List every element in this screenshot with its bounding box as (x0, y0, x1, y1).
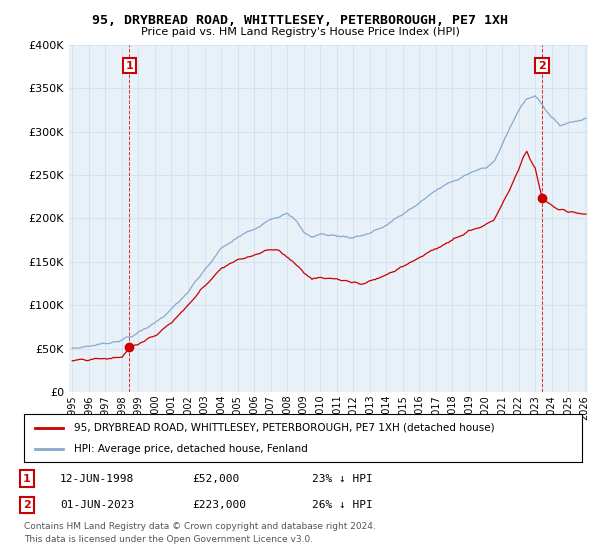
Text: £223,000: £223,000 (192, 500, 246, 510)
Text: 2: 2 (23, 500, 31, 510)
Text: 01-JUN-2023: 01-JUN-2023 (60, 500, 134, 510)
Text: 1: 1 (125, 60, 133, 71)
Text: HPI: Average price, detached house, Fenland: HPI: Average price, detached house, Fenl… (74, 444, 308, 454)
Text: Contains HM Land Registry data © Crown copyright and database right 2024.: Contains HM Land Registry data © Crown c… (24, 522, 376, 531)
Text: 1: 1 (23, 474, 31, 484)
Text: 2: 2 (538, 60, 546, 71)
Text: 95, DRYBREAD ROAD, WHITTLESEY, PETERBOROUGH, PE7 1XH (detached house): 95, DRYBREAD ROAD, WHITTLESEY, PETERBORO… (74, 423, 495, 433)
Text: 23% ↓ HPI: 23% ↓ HPI (312, 474, 373, 484)
Text: 26% ↓ HPI: 26% ↓ HPI (312, 500, 373, 510)
Text: 12-JUN-1998: 12-JUN-1998 (60, 474, 134, 484)
Text: This data is licensed under the Open Government Licence v3.0.: This data is licensed under the Open Gov… (24, 535, 313, 544)
Text: Price paid vs. HM Land Registry's House Price Index (HPI): Price paid vs. HM Land Registry's House … (140, 27, 460, 37)
Text: £52,000: £52,000 (192, 474, 239, 484)
Text: 95, DRYBREAD ROAD, WHITTLESEY, PETERBOROUGH, PE7 1XH: 95, DRYBREAD ROAD, WHITTLESEY, PETERBORO… (92, 14, 508, 27)
